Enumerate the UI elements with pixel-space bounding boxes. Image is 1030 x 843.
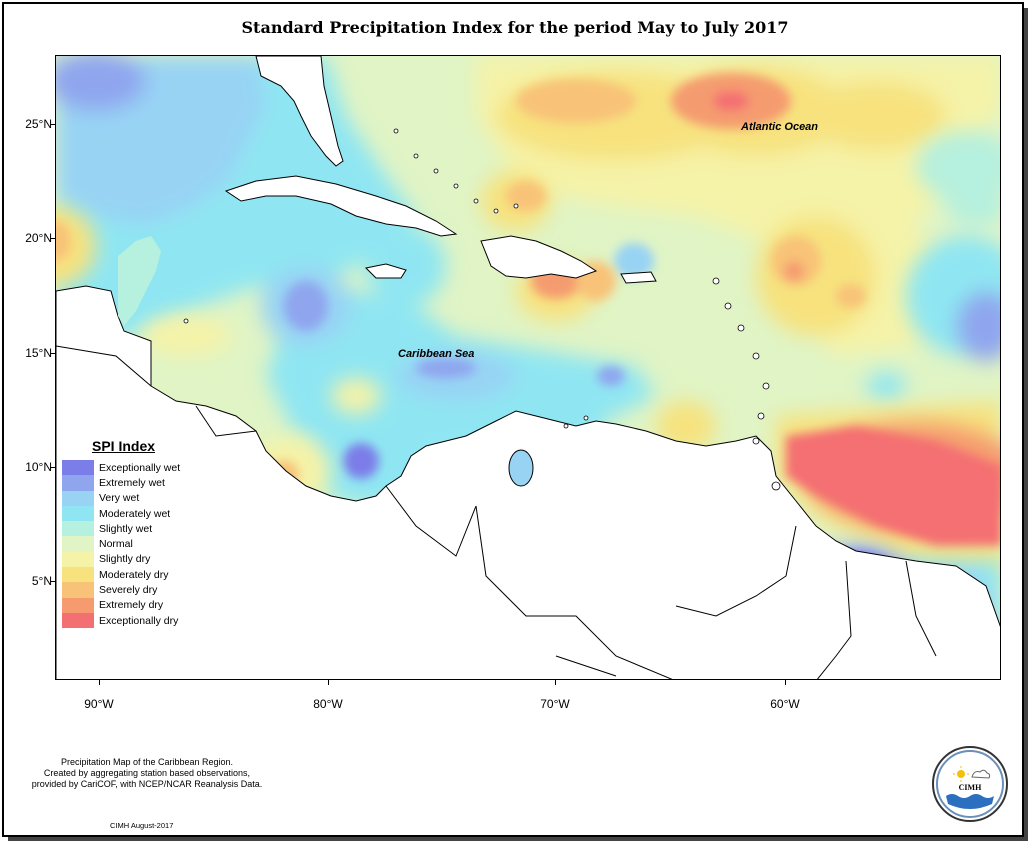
lat-tick-5n (50, 581, 55, 582)
legend-swatch (62, 505, 94, 522)
legend-item: Slightly wet (62, 521, 202, 537)
cloud-icon (971, 769, 991, 779)
lon-tick-70w (555, 680, 556, 685)
footnote: Precipitation Map of the Caribbean Regio… (12, 757, 282, 790)
legend-label: Extremely wet (99, 476, 165, 489)
legend-label: Normal (99, 538, 133, 551)
lat-label-5n: 5°N (31, 574, 52, 588)
lake-maracaibo (508, 449, 534, 487)
legend-item: Extremely wet (62, 475, 202, 491)
lon-label-60w: 60°W (770, 697, 800, 711)
map-area: Atlantic Ocean Caribbean Sea (55, 55, 1001, 680)
cimh-logo-graphic: CIMH (936, 750, 1004, 818)
spi-map (56, 56, 1000, 679)
legend-label: Exceptionally dry (99, 614, 179, 627)
legend-item: Extremely dry (62, 597, 202, 613)
waves-icon (946, 794, 994, 809)
spi-legend: SPI Index Exceptionally wet Extremely wet… (62, 438, 202, 629)
legend-swatch (62, 612, 94, 629)
lon-tick-60w (785, 680, 786, 685)
legend-item: Very wet (62, 490, 202, 506)
atlantic-ocean-label: Atlantic Ocean (741, 121, 819, 133)
legend-rows: Exceptionally wet Extremely wet Very wet Mo… (62, 460, 202, 629)
legend-item: Normal (62, 536, 202, 552)
legend-label: Exceptionally wet (99, 461, 181, 474)
lat-tick-15n (50, 353, 55, 354)
footnote-line-2: Created by aggregating station based obs… (43, 768, 251, 778)
lat-label-25n: 25°N (25, 117, 52, 131)
legend-swatch (62, 567, 94, 583)
legend-swatch (62, 460, 94, 476)
credit-text: CIMH August-2017 (110, 821, 174, 830)
lon-label-90w: 90°W (84, 697, 114, 711)
cuba-land (224, 175, 458, 237)
legend-item: Slightly dry (62, 551, 202, 568)
wet-east-zone (866, 131, 1000, 400)
lat-tick-20n (50, 238, 55, 239)
legend-item: Exceptionally wet (62, 460, 202, 476)
legend-swatch (62, 582, 94, 598)
cimh-logo: CIMH (932, 746, 1008, 822)
footnote-line-1: Precipitation Map of the Caribbean Regio… (60, 757, 234, 767)
legend-swatch (62, 551, 94, 568)
lon-label-70w: 70°W (540, 697, 570, 711)
legend-item: Severely dry (62, 582, 202, 598)
map-title: Standard Precipitation Index for the per… (241, 18, 789, 37)
legend-label: Severely dry (99, 584, 158, 597)
lon-tick-90w (99, 680, 100, 685)
legend-label: Slightly dry (99, 553, 151, 566)
legend-label: Moderately wet (99, 507, 171, 520)
legend-label: Very wet (99, 492, 140, 505)
legend-item: Moderately dry (62, 567, 202, 583)
small-islands (183, 128, 781, 491)
lat-label-20n: 20°N (25, 231, 52, 245)
caribbean-sea-label: Caribbean Sea (398, 348, 475, 360)
jamaica-land (364, 263, 407, 279)
dry-southeast-cores (786, 426, 1000, 546)
puerto-rico-land (620, 271, 657, 284)
hispaniola-land (480, 235, 598, 279)
legend-title: SPI Index (92, 438, 156, 454)
legend-swatch (62, 597, 94, 613)
lat-label-15n: 15°N (25, 346, 52, 360)
wet-cores (284, 243, 654, 479)
legend-swatch (62, 521, 94, 537)
legend-swatch (62, 536, 94, 552)
lon-tick-80w (328, 680, 329, 685)
sun-icon (957, 770, 965, 778)
legend-label: Moderately dry (99, 568, 169, 581)
legend-label: Extremely dry (99, 599, 164, 612)
lat-label-10n: 10°N (25, 460, 52, 474)
florida-land (255, 56, 344, 167)
lat-tick-25n (50, 124, 55, 125)
footnote-line-3: provided by CariCOF, with NCEP/NCAR Rean… (31, 779, 263, 789)
logo-text: CIMH (959, 783, 982, 792)
legend-item: Exceptionally dry (62, 612, 202, 629)
legend-label: Slightly wet (99, 522, 153, 535)
legend-item: Moderately wet (62, 505, 202, 522)
lon-label-80w: 80°W (313, 697, 343, 711)
legend-swatch (62, 490, 94, 506)
legend-swatch (62, 475, 94, 491)
country-borders (56, 345, 937, 679)
lat-tick-10n (50, 467, 55, 468)
